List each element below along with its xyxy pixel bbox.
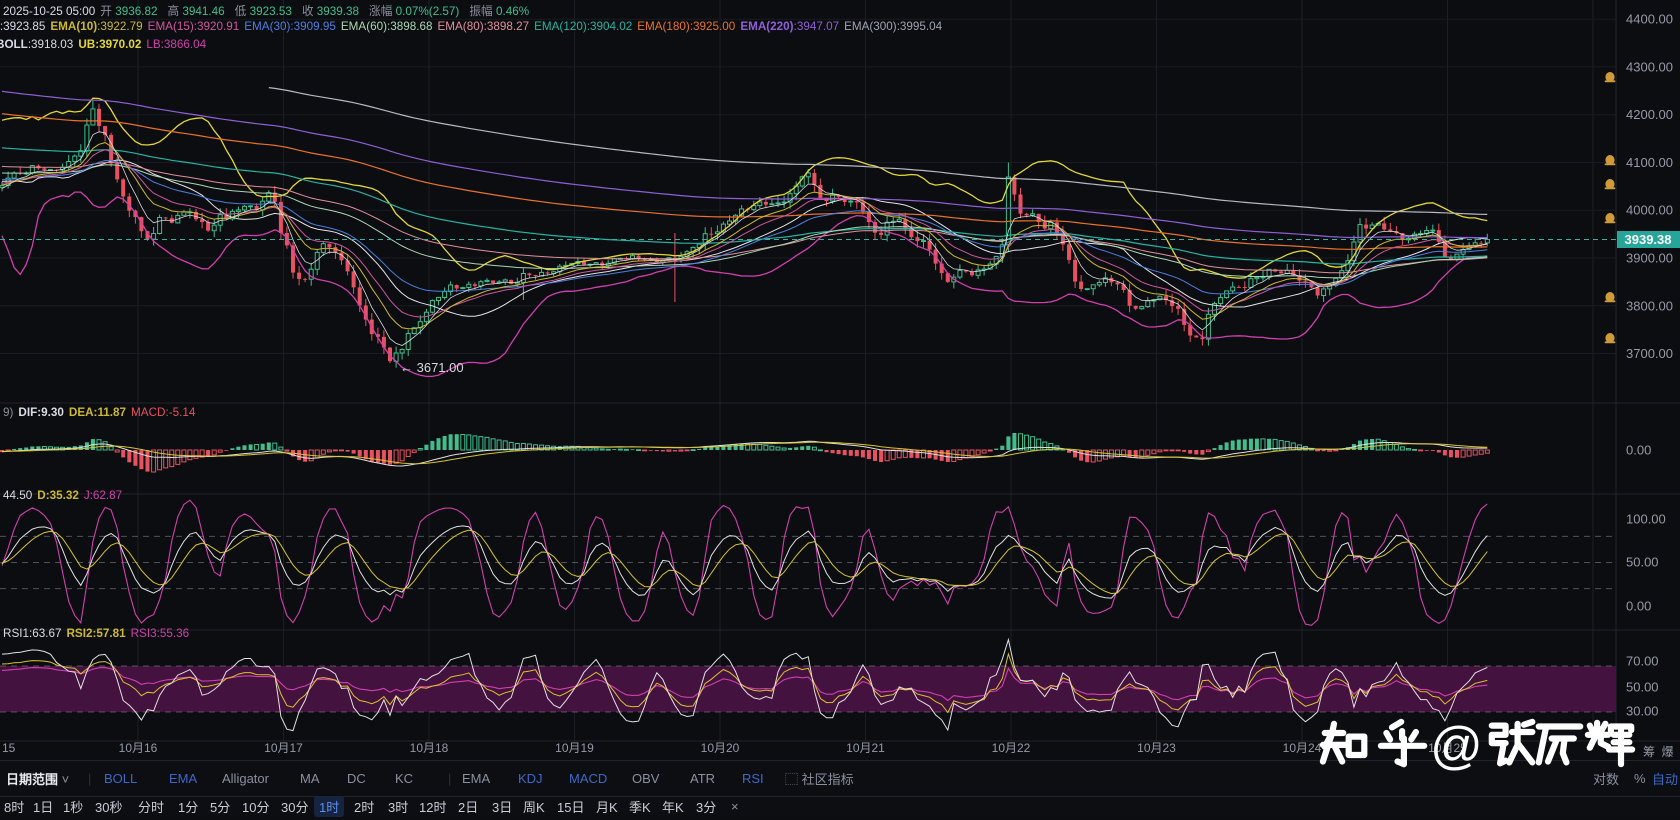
svg-text:10月17: 10月17: [264, 741, 303, 755]
svg-text:3800.00: 3800.00: [1626, 298, 1673, 313]
svg-text:@: @: [1430, 717, 1483, 775]
svg-text:10月20: 10月20: [701, 741, 740, 755]
svg-text:10月23: 10月23: [1137, 741, 1176, 755]
svg-text:70.00: 70.00: [1626, 654, 1659, 669]
svg-text:100.00: 100.00: [1626, 512, 1666, 527]
svg-text:0.00: 0.00: [1626, 443, 1651, 458]
svg-text:4300.00: 4300.00: [1626, 59, 1673, 74]
svg-text:3900.00: 3900.00: [1626, 251, 1673, 266]
svg-text:3700.00: 3700.00: [1626, 346, 1673, 361]
svg-text:3939.38: 3939.38: [1625, 232, 1672, 247]
svg-text:10月24: 10月24: [1283, 741, 1322, 755]
svg-text:50.00: 50.00: [1626, 555, 1659, 570]
svg-text:4400.00: 4400.00: [1626, 12, 1673, 27]
svg-text:4000.00: 4000.00: [1626, 203, 1673, 218]
svg-text:0.00: 0.00: [1626, 599, 1651, 614]
svg-text:4200.00: 4200.00: [1626, 107, 1673, 122]
svg-text:50.00: 50.00: [1626, 680, 1659, 695]
svg-text:10月22: 10月22: [992, 741, 1031, 755]
svg-text:4100.00: 4100.00: [1626, 155, 1673, 170]
svg-text:10月18: 10月18: [410, 741, 449, 755]
svg-text:← 3671.00: ← 3671.00: [400, 360, 464, 375]
svg-text:10月21: 10月21: [846, 741, 885, 755]
svg-text:10月25: 10月25: [1428, 741, 1467, 755]
svg-text:30.00: 30.00: [1626, 704, 1659, 719]
svg-text:10月16: 10月16: [119, 741, 158, 755]
svg-text:10月19: 10月19: [555, 741, 594, 755]
svg-text:15: 15: [2, 741, 16, 755]
